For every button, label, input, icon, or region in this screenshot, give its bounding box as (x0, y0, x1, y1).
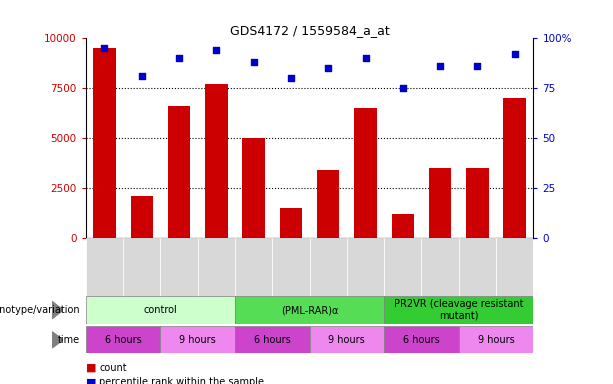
Polygon shape (52, 301, 63, 319)
Bar (123, 238, 161, 300)
Point (211, 47, 221, 53)
Bar (392, 214, 414, 238)
Point (398, 85, 408, 91)
Text: 6 hours: 6 hours (403, 335, 440, 345)
Bar (205, 84, 227, 238)
Bar (496, 238, 533, 300)
Point (473, 63, 482, 70)
Bar (131, 196, 153, 238)
Text: (PML-RAR)α: (PML-RAR)α (281, 305, 338, 315)
Bar (280, 208, 302, 238)
Bar (161, 326, 235, 353)
Bar (197, 238, 235, 300)
Bar (235, 326, 310, 353)
Text: time: time (58, 335, 80, 345)
Bar (384, 238, 421, 300)
Point (360, 55, 370, 61)
Bar (243, 138, 265, 238)
Point (137, 73, 147, 79)
Bar (235, 238, 272, 300)
Point (99, 45, 109, 51)
Text: PR2VR (cleavage resistant
mutant): PR2VR (cleavage resistant mutant) (394, 299, 524, 321)
Text: control: control (143, 305, 177, 315)
Bar (317, 170, 340, 238)
Bar (466, 168, 489, 238)
Text: 9 hours: 9 hours (180, 335, 216, 345)
Bar (86, 296, 235, 324)
Text: ■: ■ (86, 377, 96, 384)
Bar (421, 238, 459, 300)
Text: 9 hours: 9 hours (478, 335, 514, 345)
Text: 9 hours: 9 hours (329, 335, 365, 345)
Bar (310, 326, 384, 353)
Polygon shape (52, 332, 63, 348)
Bar (235, 296, 384, 324)
Bar (503, 98, 526, 238)
Point (435, 63, 445, 70)
Point (286, 75, 296, 81)
Bar (168, 106, 190, 238)
Title: GDS4172 / 1559584_a_at: GDS4172 / 1559584_a_at (230, 24, 389, 37)
Bar (86, 238, 123, 300)
Bar (429, 168, 451, 238)
Bar (384, 326, 459, 353)
Bar (354, 108, 376, 238)
Point (174, 55, 184, 61)
Text: ■: ■ (86, 363, 96, 373)
Bar (459, 326, 533, 353)
Bar (161, 238, 197, 300)
Bar (272, 238, 310, 300)
Bar (310, 238, 347, 300)
Bar (86, 326, 161, 353)
Bar (93, 48, 116, 238)
Bar (459, 238, 496, 300)
Bar (384, 296, 533, 324)
Point (510, 51, 520, 58)
Point (249, 59, 259, 65)
Text: percentile rank within the sample: percentile rank within the sample (99, 377, 264, 384)
Text: genotype/variation: genotype/variation (0, 305, 80, 315)
Point (323, 65, 333, 71)
Text: count: count (99, 363, 127, 373)
Text: 6 hours: 6 hours (105, 335, 142, 345)
Bar (347, 238, 384, 300)
Text: 6 hours: 6 hours (254, 335, 291, 345)
